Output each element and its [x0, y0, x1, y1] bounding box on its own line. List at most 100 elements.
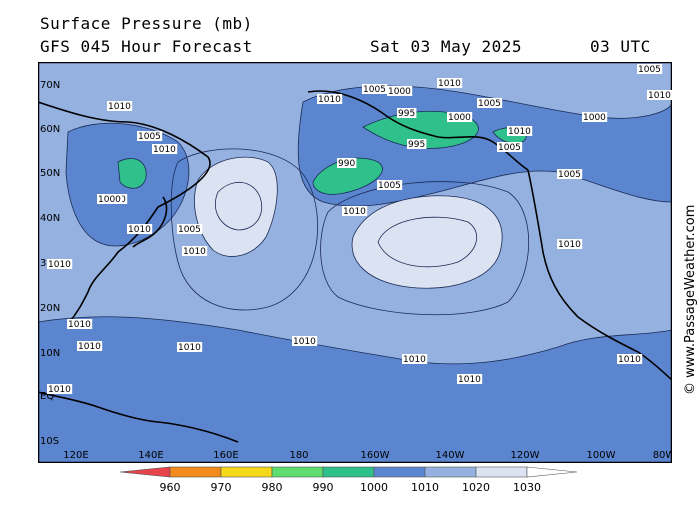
- isobar-label: 1005: [178, 225, 201, 235]
- isobar-label-bg: [107, 101, 133, 111]
- colorbar-cell: [322, 466, 375, 478]
- colorbar-label: 1010: [411, 481, 439, 494]
- isobar-label-bg: [317, 94, 343, 104]
- coastline-indonesia: [38, 391, 239, 443]
- isobar-label: 1005: [378, 181, 401, 191]
- latitude-label: 70N: [40, 80, 60, 91]
- isobar-label-bg: [292, 336, 318, 346]
- forecast-label: GFS 045 Hour Forecast: [40, 37, 253, 56]
- forecast-date: Sat 03 May 2025: [370, 37, 522, 56]
- watermark: © www.PassageWeather.com: [683, 205, 698, 395]
- isobar-label: 1005: [558, 170, 581, 180]
- isobar-label-bg: [362, 84, 388, 94]
- colorbar-cell: [373, 466, 426, 478]
- isobar-label: 1010: [183, 247, 206, 257]
- colorbar-arrow-high: [526, 466, 578, 478]
- isobar-1015-east: [320, 181, 530, 316]
- isobar-label: 1010: [508, 127, 531, 137]
- colorbar-cell: [424, 466, 477, 478]
- longitude-label: 120E: [63, 450, 88, 461]
- coastline-asia: [38, 101, 211, 325]
- colorbar-cell: [475, 466, 528, 478]
- isobar-label-bg: [557, 239, 583, 249]
- isobar-label-bg: [637, 64, 663, 74]
- latitude-label: 60N: [40, 124, 60, 135]
- isobar-label-bg: [407, 139, 427, 149]
- isobar-label: 990: [338, 159, 355, 169]
- watermark-text: © www.PassageWeather.com: [683, 205, 698, 395]
- isobar-label: 1000: [448, 113, 471, 123]
- colorbar-label: 960: [160, 481, 181, 494]
- longitude-label: 160E: [213, 450, 238, 461]
- isobar-label: 1010: [558, 240, 581, 250]
- pressure-map: 70N60N50N40N30N20N10NEQ10S 120E140E160E1…: [38, 62, 672, 463]
- isobar-label: 1010: [68, 320, 91, 330]
- isobar-label-bg: [47, 384, 73, 394]
- isobar-label: 1005: [138, 132, 161, 142]
- isobar-label-bg: [67, 319, 93, 329]
- isobar-label-bg: [377, 180, 403, 190]
- isobar-label: 1010: [153, 145, 176, 155]
- isobar-label-bg: [137, 131, 163, 141]
- pressure-field-high-east: [351, 195, 503, 289]
- isobar-label: 1005: [638, 65, 661, 75]
- colorbar-cell: [169, 466, 222, 478]
- isobar-label-bg: [177, 224, 203, 234]
- isobar-label-bg: [127, 224, 153, 234]
- isobar-label: 1000: [388, 87, 411, 97]
- isobar-label: 1010: [108, 102, 131, 112]
- latitude-label: 50N: [40, 168, 60, 179]
- isobar-label-bg: [447, 112, 473, 122]
- isobar-label: 1010: [178, 343, 201, 353]
- isobar-label-bg: [617, 354, 643, 364]
- isobar-label: 1005: [478, 99, 501, 109]
- map-title: Surface Pressure (mb): [40, 14, 253, 33]
- isobar-label-bg: [47, 259, 73, 269]
- isobar-label: 1010: [403, 355, 426, 365]
- isobar-label-bg: [497, 142, 523, 152]
- isobar-label: 1010: [128, 225, 151, 235]
- longitude-label: 120W: [511, 450, 540, 461]
- isobar-label: 1010: [293, 337, 316, 347]
- latitude-label: 10S: [40, 436, 59, 447]
- forecast-time: 03 UTC: [590, 37, 651, 56]
- latitude-label: 40N: [40, 213, 60, 224]
- isobar-label: 1010: [343, 207, 366, 217]
- isobar-label-bg: [182, 246, 208, 256]
- longitude-label: 80W: [653, 450, 672, 461]
- isobar-label: 995: [398, 109, 415, 119]
- colorbar-label: 970: [211, 481, 232, 494]
- isobar-label-bg: [177, 342, 203, 352]
- pressure-field-low-core-3: [117, 158, 147, 189]
- colorbar-label: 1000: [360, 481, 388, 494]
- coastline-north-america: [527, 169, 672, 381]
- isobar-label-bg: [97, 194, 123, 204]
- isobar-label: 995: [408, 140, 425, 150]
- latitude-label: EQ: [40, 391, 54, 402]
- longitude-label: 140W: [436, 450, 465, 461]
- longitude-label: 100W: [587, 450, 616, 461]
- isobar-label: 1000: [98, 195, 121, 205]
- isobar-1025-east: [377, 216, 478, 268]
- longitude-label: 180: [289, 450, 308, 461]
- isobar-label: 1010: [48, 260, 71, 270]
- isobar-label-bg: [507, 126, 533, 136]
- isobar-label-bg: [457, 374, 483, 384]
- isobar-label-bg: [402, 354, 428, 364]
- latitude-label: 20N: [40, 303, 60, 314]
- isobar-label-bg: [582, 112, 608, 122]
- isobar-label-bg: [152, 144, 178, 154]
- isobar-label-bg: [387, 86, 413, 96]
- isobar-label: 1010: [438, 79, 461, 89]
- isobar-label-bg: [397, 108, 417, 118]
- isobar-label: 1010: [318, 95, 341, 105]
- isobar-label: 1000: [583, 113, 606, 123]
- longitude-label: 140E: [138, 450, 163, 461]
- isobar-label: 1010: [48, 385, 71, 395]
- colorbar-label: 980: [262, 481, 283, 494]
- colorbar-label: 990: [313, 481, 334, 494]
- isobar-1025-west: [214, 182, 263, 231]
- isobar-label-bg: [647, 90, 672, 100]
- isobar-label-bg: [437, 78, 463, 88]
- coastline-japan: [132, 196, 168, 248]
